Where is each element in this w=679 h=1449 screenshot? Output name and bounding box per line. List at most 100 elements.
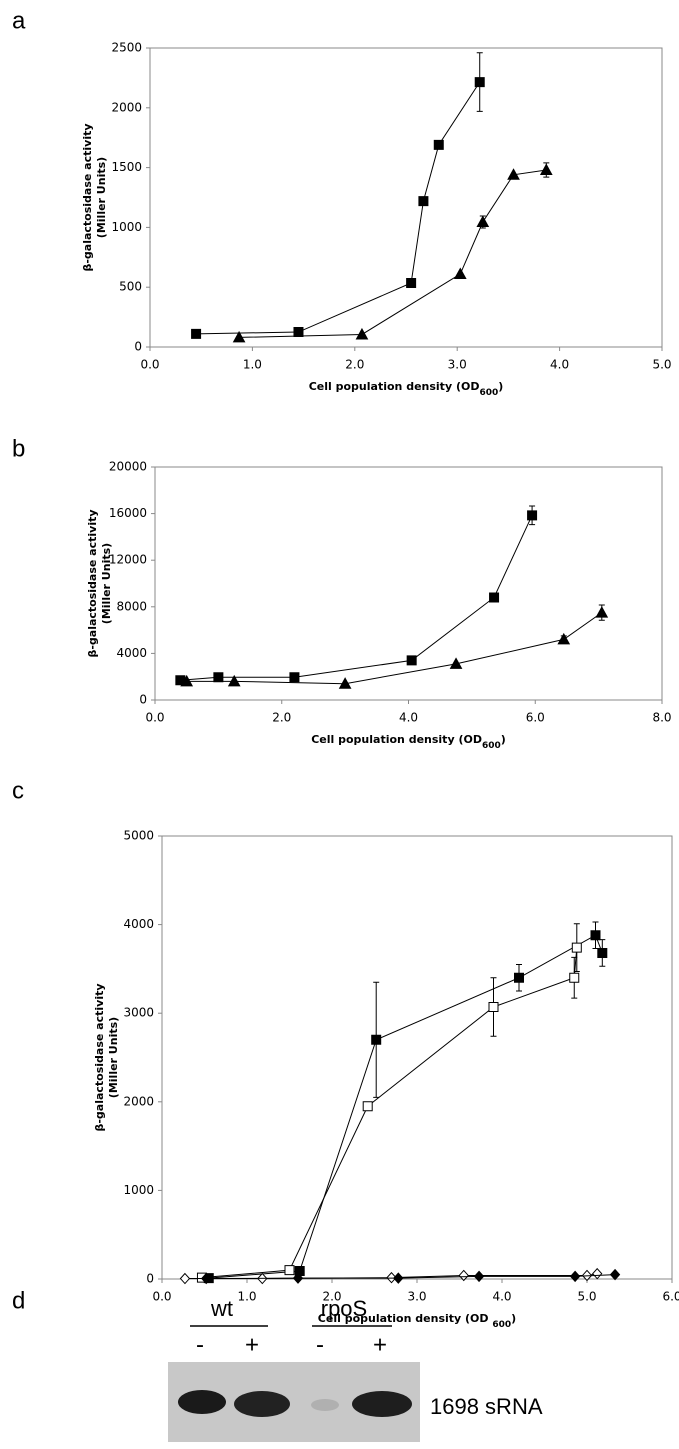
y-tick-label: 1500 [111, 160, 142, 174]
data-point [180, 674, 194, 687]
data-point [406, 278, 417, 289]
x-tick-label: 2.0 [272, 711, 291, 725]
y-tick-label: 3000 [123, 1006, 154, 1020]
x-axis-title: Cell population density (OD600) [311, 733, 506, 751]
x-axis-title-part: Cell population density (OD [311, 733, 482, 746]
y-tick-label: 4000 [116, 646, 147, 660]
plot-frame [149, 47, 663, 348]
data-point [557, 632, 571, 645]
x-tick-label: 5.0 [577, 1290, 596, 1304]
data-point [201, 1272, 212, 1285]
lane-label: - [196, 1331, 204, 1358]
y-axis-title: (Miller Units) [95, 157, 108, 238]
x-axis-title-part: ) [498, 380, 503, 393]
series-line [196, 81, 481, 335]
x-tick-label: 3.0 [407, 1290, 426, 1304]
series-line [239, 169, 547, 338]
data-point [289, 672, 300, 683]
data-point [393, 1272, 404, 1284]
data-point [293, 327, 304, 338]
x-tick-label: 0.0 [140, 358, 159, 372]
data-point [597, 947, 608, 958]
series-line [206, 1274, 616, 1280]
x-axis-title-part: ) [511, 1312, 516, 1325]
data-point [507, 168, 520, 180]
data-point [569, 972, 580, 983]
x-tick-label: 4.0 [550, 358, 569, 372]
data-point [213, 672, 224, 683]
series-line [180, 515, 533, 681]
data-point [362, 1101, 373, 1112]
series-line [201, 947, 578, 1279]
x-tick-label: 0.0 [145, 711, 164, 725]
band [352, 1391, 412, 1417]
y-axis-title: β-galactosidase activity [81, 123, 94, 271]
y-tick-label: 2000 [123, 1094, 154, 1108]
band [234, 1391, 290, 1417]
x-axis-title-part: Cell population density (OD [309, 380, 480, 393]
y-tick-label: 5000 [123, 829, 154, 843]
data-point [355, 327, 369, 340]
data-point [433, 139, 444, 150]
x-axis-title-part: 600 [492, 1320, 511, 1330]
y-tick-label: 4000 [123, 917, 154, 931]
y-axis-title: β-galactosidase activity [93, 983, 106, 1131]
y-tick-label: 0 [139, 693, 147, 707]
x-tick-label: 6.0 [526, 711, 545, 725]
data-point [284, 1265, 295, 1276]
data-point [227, 674, 241, 687]
x-axis-title: Cell population density (OD600) [309, 380, 504, 398]
x-tick-label: 6.0 [662, 1290, 679, 1304]
data-point [527, 510, 538, 521]
data-point [571, 942, 582, 953]
x-axis-title: Cell population density (OD 600) [318, 1312, 516, 1330]
y-tick-label: 20000 [109, 460, 147, 474]
y-axis-title: (Miller Units) [100, 543, 113, 624]
data-point [592, 1267, 603, 1280]
y-tick-label: 2500 [111, 41, 142, 55]
y-tick-label: 2000 [111, 100, 142, 114]
data-point [488, 1002, 499, 1012]
data-point [539, 163, 553, 175]
x-tick-label: 2.0 [345, 358, 364, 372]
x-tick-label: 4.0 [492, 1290, 511, 1304]
data-point [514, 972, 524, 983]
x-tick-label: 2.0 [322, 1290, 341, 1304]
y-tick-label: 8000 [116, 599, 147, 613]
data-point [458, 1269, 469, 1282]
series-line [208, 934, 603, 1279]
panel-label: d [12, 1287, 25, 1314]
y-tick-label: 0 [134, 340, 142, 354]
x-tick-label: 5.0 [652, 358, 671, 372]
x-tick-label: 1.0 [243, 358, 262, 372]
panel-label: c [12, 777, 24, 804]
x-tick-label: 8.0 [652, 711, 671, 725]
y-tick-label: 1000 [123, 1183, 154, 1197]
data-point [371, 1034, 382, 1045]
y-tick-label: 1000 [111, 220, 142, 234]
data-point [473, 1270, 485, 1283]
group-label: wt [210, 1296, 233, 1321]
data-point [179, 1272, 191, 1285]
y-tick-label: 500 [119, 280, 142, 294]
series-line [186, 612, 603, 685]
x-axis-title-part: 600 [479, 388, 498, 398]
data-point [191, 328, 202, 339]
band-label: 1698 sRNA [430, 1394, 543, 1419]
panel-label: a [12, 7, 26, 34]
x-tick-label: 4.0 [399, 711, 418, 725]
y-tick-label: 0 [146, 1272, 154, 1286]
data-point [474, 77, 485, 88]
data-point [292, 1272, 304, 1284]
data-point [609, 1268, 621, 1281]
band [178, 1390, 226, 1414]
group-label: rpoS [321, 1296, 367, 1321]
panel-label: b [12, 435, 25, 462]
blot: wt rpoS - + - + 1698 sRNA [168, 1296, 543, 1442]
data-point [569, 1270, 581, 1283]
lane-label: + [373, 1331, 387, 1358]
y-axis-title: (Miller Units) [107, 1017, 120, 1098]
data-point [476, 215, 490, 228]
data-point [406, 655, 417, 666]
